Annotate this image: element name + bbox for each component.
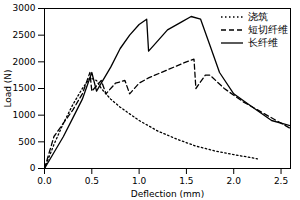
- svg-text:2.0: 2.0: [227, 176, 242, 186]
- html-text:短切纤维: 短切纤维: [248, 24, 288, 35]
- svg-text:2000: 2000: [13, 57, 36, 67]
- svg-text:0.5: 0.5: [85, 176, 99, 186]
- html-text:长纤维: 长纤维: [248, 37, 278, 48]
- svg-text:2.5: 2.5: [274, 176, 288, 186]
- svg-text:1.5: 1.5: [179, 176, 193, 186]
- svg-text:3000: 3000: [13, 3, 36, 13]
- svg-text:1.0: 1.0: [132, 176, 147, 186]
- svg-text:2500: 2500: [13, 30, 36, 40]
- svg-text:1000: 1000: [13, 110, 36, 120]
- svg-text:500: 500: [18, 137, 35, 147]
- svg-text:1500: 1500: [13, 83, 36, 93]
- svg-text:Load (N): Load (N): [3, 69, 13, 107]
- html-text:浇筑: 浇筑: [248, 11, 268, 22]
- svg-text:Deflection (mm): Deflection (mm): [131, 189, 204, 199]
- svg-text:0: 0: [30, 163, 36, 173]
- svg-text:0.0: 0.0: [37, 176, 52, 186]
